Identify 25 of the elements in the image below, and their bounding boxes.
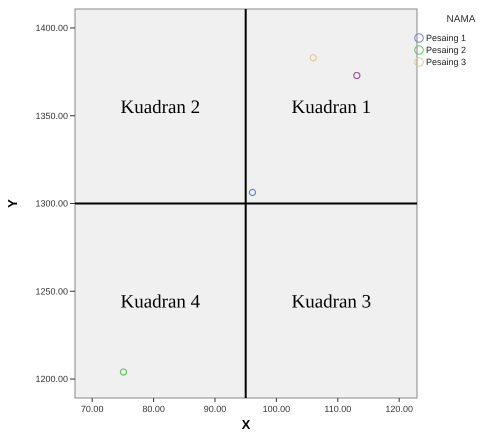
x-tick-label: 100.00	[262, 404, 290, 414]
point	[310, 54, 317, 62]
x-tick-label: 110.00	[324, 404, 352, 414]
legend-label: Pesaing 2	[426, 45, 466, 56]
y-tick-label: 1250.00	[35, 286, 68, 296]
y-tick-label: 1200.00	[35, 374, 68, 384]
point	[248, 188, 256, 196]
point	[120, 368, 128, 376]
x-tick-label: 70.00	[80, 404, 104, 414]
annotation: Kuadran 2	[120, 96, 200, 118]
y-tick-label: 1400.00	[35, 23, 68, 34]
x-tick-label: 80.00	[142, 404, 165, 414]
legend-label: Pesaing 3	[426, 57, 466, 68]
legend-title: NAMA	[446, 14, 476, 25]
annotation: Kuadran 1	[292, 96, 372, 118]
x-axis-title: X	[242, 417, 251, 432]
y-tick-label: 1350.00	[35, 110, 68, 121]
x-tick-label: 90.00	[204, 404, 226, 414]
legend-label: Pesaing 1	[426, 33, 466, 44]
y-tick-label: 1300.00	[35, 198, 68, 209]
annotation: Kuadran 4	[120, 291, 201, 312]
y-axis-title: Y	[5, 198, 20, 208]
point	[353, 72, 361, 80]
annotation: Kuadran 3	[292, 291, 372, 312]
x-tick-label: 120.00	[385, 404, 413, 414]
